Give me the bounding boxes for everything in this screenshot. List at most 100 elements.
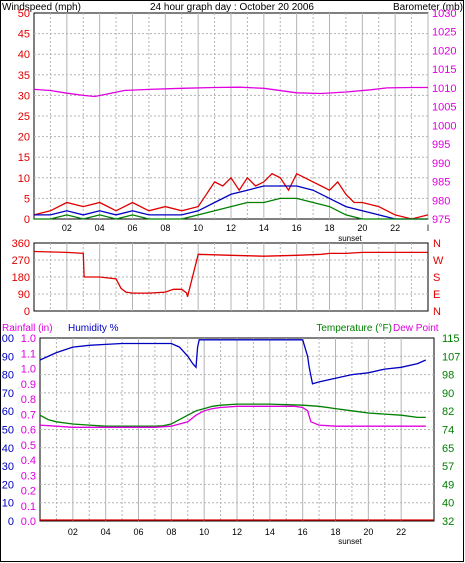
barometer-tick-label: 985 [432, 177, 450, 189]
compass-label: N [433, 238, 441, 250]
series [39, 339, 434, 521]
time-tick-label: 10 [199, 527, 209, 537]
temperature-tick-label: 107 [442, 351, 460, 363]
windspeed-tick-label: 30 [18, 90, 30, 102]
rainfall-tick-label: 0.5 [21, 440, 36, 452]
time-tick-label: 12 [226, 223, 236, 233]
humidity-tick-label: 70 [2, 388, 14, 400]
barometer-tick-label: 1010 [432, 83, 456, 95]
time-tick-label: 20 [357, 223, 367, 233]
time-tick-label: 12 [232, 527, 242, 537]
time-tick-label: 02 [62, 223, 72, 233]
humidity-tick-label: 30 [2, 461, 14, 473]
barometer-axis-title: Barometer (mb) [393, 2, 463, 13]
time-tick-label: 22 [396, 527, 406, 537]
windspeed-tick-label: 45 [18, 29, 30, 41]
degree-tick-label: 270 [12, 255, 30, 267]
time-tick-label: 22 [390, 223, 400, 233]
temperature-tick-label: 32 [442, 516, 454, 528]
time-tick-label: 16 [298, 527, 308, 537]
time-tick-label: 18 [330, 527, 340, 537]
barometer-line [33, 86, 428, 98]
temperature-tick-label: 74 [442, 425, 454, 437]
humidity-tick-label: 100 [0, 333, 14, 345]
temperature-ticks: 32 40 49 57 65 74 82 90 98 107 115 [442, 333, 460, 528]
time-tick-label: 10 [193, 223, 203, 233]
humidity-tick-label: 90 [2, 351, 14, 363]
rainfall-tick-label: 1.0 [21, 364, 36, 376]
time-tick-label: 06 [133, 527, 143, 537]
rainfall-tick-label: 1.1 [21, 348, 36, 360]
rainfall-tick-label: 1.0 [21, 333, 36, 345]
degree-tick-label: 180 [12, 272, 30, 284]
dewpoint-axis-title: Dew Point [393, 323, 439, 334]
compass-label: W [433, 255, 444, 267]
wind-average-line [34, 185, 428, 220]
series [33, 250, 428, 297]
humidity-tick-label: 80 [2, 370, 14, 382]
rainfall-ticks: 0.0 0.1 0.2 0.3 0.4 0.5 0.6 0.7 0.8 0.9 1.0 1.1 1.0 [21, 333, 36, 528]
barometer-tick-label: 1005 [432, 102, 456, 114]
degree-tick-label: 360 [12, 238, 30, 250]
wind-minimum-line [34, 197, 428, 220]
barometer-tick-label: 990 [432, 158, 450, 170]
windspeed-tick-label: 50 [18, 8, 30, 20]
windspeed-ticks: 0 5 10 15 20 25 30 35 40 45 50 [18, 8, 30, 226]
humidity-ticks: 0 10 20 30 40 50 60 70 80 90 100 [0, 333, 14, 528]
sunset-marker: sunset [338, 537, 362, 546]
humidity-tick-label: 20 [2, 479, 14, 491]
temperature-tick-label: 90 [442, 388, 454, 400]
temperature-tick-label: 115 [442, 333, 460, 345]
barometer-ticks: 975 980 985 990 995 1000 1005 1010 1015 1020 1025 1… [432, 8, 456, 226]
wind-barometer-panel: Windspeed (mph) 24 hour graph day : Octo… [2, 2, 463, 243]
time-tick-label: 18 [324, 223, 334, 233]
wind-direction-line [33, 250, 428, 297]
humidity-axis-title: Humidity % [68, 323, 119, 334]
temp-humidity-panel: Rainfall (in) Humidity % Temperature (°F… [0, 323, 460, 546]
temperature-tick-label: 57 [442, 461, 454, 473]
sunset-marker: sunset [338, 234, 362, 243]
chart-title: 24 hour graph day : October 20 2006 [150, 2, 314, 13]
windspeed-tick-label: 35 [18, 70, 30, 82]
degree-tick-label: 90 [18, 289, 30, 301]
rainfall-tick-label: 0.3 [21, 470, 36, 482]
windspeed-tick-label: 0 [24, 214, 30, 226]
time-tick-label: 16 [292, 223, 302, 233]
rainfall-tick-label: 0.1 [21, 501, 36, 513]
series [33, 86, 429, 220]
humidity-tick-label: 50 [2, 425, 14, 437]
humidity-tick-label: 60 [2, 406, 14, 418]
rainfall-tick-label: 0.2 [21, 486, 36, 498]
temperature-tick-label: 40 [442, 498, 454, 510]
rainfall-tick-label: 0.6 [21, 425, 36, 437]
windspeed-tick-label: 5 [24, 193, 30, 205]
temperature-line [39, 403, 426, 427]
windspeed-tick-label: 20 [18, 132, 30, 144]
humidity-line [39, 339, 427, 385]
humidity-tick-label: 10 [2, 498, 14, 510]
time-tick-label: 04 [101, 527, 111, 537]
wind-gust-line [33, 172, 429, 220]
rainfall-tick-label: 0.4 [21, 455, 36, 467]
temperature-axis-title: Temperature (°F) [316, 323, 392, 334]
humidity-tick-label: 40 [2, 443, 14, 455]
grid [40, 338, 434, 521]
barometer-tick-label: 1015 [432, 64, 456, 76]
rainfall-axis-title: Rainfall (in) [2, 323, 53, 334]
barometer-tick-label: 995 [432, 139, 450, 151]
barometer-tick-label: 980 [432, 195, 450, 207]
humidity-tick-label: 0 [8, 516, 14, 528]
temperature-tick-label: 65 [442, 443, 454, 455]
time-tick-label: 14 [259, 223, 269, 233]
barometer-tick-label: 1020 [432, 45, 456, 57]
compass-label: S [433, 272, 440, 284]
barometer-tick-label: 1025 [432, 27, 456, 39]
temperature-tick-label: 82 [442, 406, 454, 418]
time-tick-label: 06 [127, 223, 137, 233]
compass-label: E [433, 289, 440, 301]
time-ticks: 02 04 06 08 10 12 14 16 18 20 22 l [62, 223, 429, 233]
time-tick-label: 08 [160, 223, 170, 233]
